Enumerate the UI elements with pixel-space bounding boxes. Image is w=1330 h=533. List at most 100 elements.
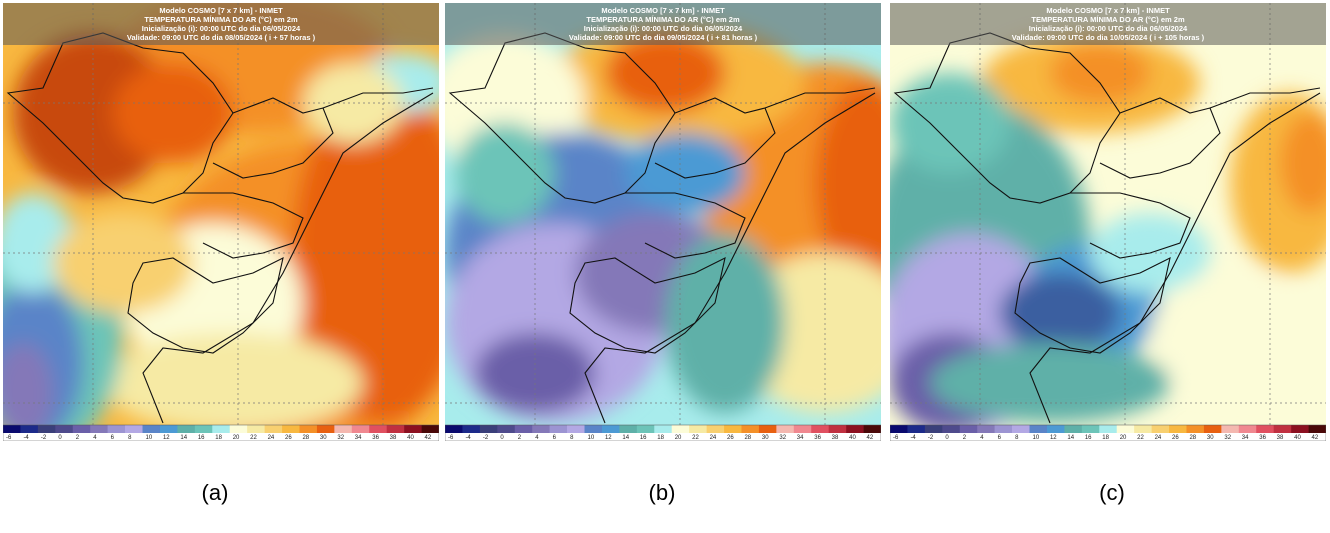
colorbar-swatch bbox=[959, 425, 978, 433]
colorbar-swatch bbox=[264, 425, 283, 433]
map-panel: Modelo COSMO [7 x 7 km] - INMET TEMPERATU… bbox=[445, 3, 881, 441]
colorbar-swatch bbox=[462, 425, 481, 433]
header-line: Modelo COSMO [7 x 7 km] - INMET bbox=[159, 6, 283, 15]
colorbar-label: 12 bbox=[1050, 435, 1057, 441]
colorbar-label: 22 bbox=[250, 435, 257, 441]
colorbar-swatch bbox=[1291, 425, 1309, 433]
colorbar-label: 30 bbox=[762, 435, 769, 441]
colorbar-label: 40 bbox=[407, 435, 414, 441]
map: Modelo COSMO [7 x 7 km] - INMETTEMPERATU… bbox=[3, 3, 439, 441]
colorbar-label: 42 bbox=[1312, 435, 1319, 441]
colorbar-swatch bbox=[229, 425, 248, 433]
colorbar-swatch bbox=[654, 425, 673, 433]
colorbar-swatch bbox=[776, 425, 795, 433]
colorbar-swatch bbox=[497, 425, 516, 433]
colorbar-label: 26 bbox=[1172, 435, 1179, 441]
colorbar-swatch bbox=[445, 425, 463, 433]
colorbar-swatch bbox=[316, 425, 335, 433]
colorbar-label: -6 bbox=[6, 435, 12, 441]
colorbar-swatch bbox=[1169, 425, 1187, 433]
colorbar-label: 36 bbox=[372, 435, 379, 441]
colorbar-label: 2 bbox=[963, 435, 967, 441]
colorbar-swatch bbox=[1203, 425, 1222, 433]
colorbar-swatch bbox=[942, 425, 961, 433]
temp-area bbox=[3, 343, 53, 425]
map-panel: Modelo COSMO [7 x 7 km] - INMET TEMPERATU… bbox=[890, 3, 1326, 441]
colorbar-label: 2 bbox=[518, 435, 522, 441]
colorbar-swatch bbox=[567, 425, 585, 433]
header-band bbox=[890, 3, 1326, 45]
temp-area bbox=[605, 33, 725, 113]
colorbar-swatch bbox=[72, 425, 91, 433]
colorbar-swatch bbox=[924, 425, 943, 433]
colorbar-swatch bbox=[1081, 425, 1100, 433]
colorbar-swatch bbox=[689, 425, 707, 433]
colorbar-swatch bbox=[1116, 425, 1135, 433]
colorbar-label: 38 bbox=[832, 435, 839, 441]
colorbar-label: 14 bbox=[180, 435, 187, 441]
colorbar-swatch bbox=[421, 425, 439, 433]
temp-area bbox=[815, 83, 881, 283]
colorbar-label: 20 bbox=[675, 435, 682, 441]
colorbar-swatch bbox=[1221, 425, 1240, 433]
colorbar-label: 26 bbox=[727, 435, 734, 441]
colorbar-label: 42 bbox=[867, 435, 874, 441]
colorbar-label: 32 bbox=[1224, 435, 1231, 441]
colorbar-swatch bbox=[1012, 425, 1030, 433]
colorbar-swatch bbox=[907, 425, 926, 433]
temp-area bbox=[1000, 273, 1120, 353]
coastline bbox=[584, 92, 876, 424]
colorbar-swatch bbox=[1256, 425, 1274, 433]
caption: (c) bbox=[1099, 480, 1125, 505]
field-blobs bbox=[3, 3, 439, 425]
colorbar-label: 6 bbox=[998, 435, 1002, 441]
colorbar-label: -2 bbox=[928, 435, 934, 441]
colorbar-swatch bbox=[1186, 425, 1205, 433]
colorbar-swatch bbox=[194, 425, 213, 433]
colorbar-swatch bbox=[1134, 425, 1152, 433]
colorbar-label: -4 bbox=[465, 435, 471, 441]
caption: (a) bbox=[201, 480, 229, 505]
header-band bbox=[3, 3, 439, 45]
colorbar-label: 28 bbox=[744, 435, 751, 441]
header-line: Modelo COSMO [7 x 7 km] - INMET bbox=[1046, 6, 1170, 15]
colorbar-label: 30 bbox=[1207, 435, 1214, 441]
colorbar-label: 18 bbox=[657, 435, 664, 441]
colorbar-label: 12 bbox=[163, 435, 170, 441]
colorbar-label: -2 bbox=[483, 435, 489, 441]
colorbar-swatch bbox=[3, 425, 21, 433]
colorbar-swatch bbox=[55, 425, 74, 433]
temp-area bbox=[1280, 113, 1326, 213]
colorbar-swatch bbox=[532, 425, 550, 433]
colorbar-label: -6 bbox=[893, 435, 899, 441]
map: Modelo COSMO [7 x 7 km] - INMETTEMPERATU… bbox=[445, 3, 881, 441]
border bbox=[183, 192, 304, 259]
colorbar-swatch bbox=[724, 425, 742, 433]
colorbar-label: 14 bbox=[1067, 435, 1074, 441]
colorbar-label: 40 bbox=[1294, 435, 1301, 441]
border bbox=[569, 256, 726, 354]
colorbar-label: 6 bbox=[111, 435, 115, 441]
colorbar-label: 14 bbox=[622, 435, 629, 441]
colorbar-swatch bbox=[1273, 425, 1292, 433]
colorbar-label: 16 bbox=[1085, 435, 1092, 441]
border bbox=[625, 192, 746, 259]
border bbox=[654, 97, 776, 179]
colorbar-frame bbox=[890, 424, 1326, 441]
colorbar-label: 28 bbox=[302, 435, 309, 441]
colorbar-swatch bbox=[212, 425, 231, 433]
temp-area bbox=[53, 213, 193, 313]
temp-area bbox=[455, 123, 555, 223]
colorbar-label: 16 bbox=[198, 435, 205, 441]
border bbox=[764, 87, 876, 109]
colorbar-frame bbox=[3, 424, 439, 441]
colorbar-swatch bbox=[758, 425, 777, 433]
border bbox=[127, 256, 284, 354]
field bbox=[3, 3, 439, 425]
colorbar-swatch bbox=[890, 425, 908, 433]
colorbar-label: 2 bbox=[76, 435, 80, 441]
colorbar-label: 8 bbox=[128, 435, 132, 441]
colorbar-swatch bbox=[369, 425, 387, 433]
colorbar-label: 8 bbox=[1015, 435, 1019, 441]
